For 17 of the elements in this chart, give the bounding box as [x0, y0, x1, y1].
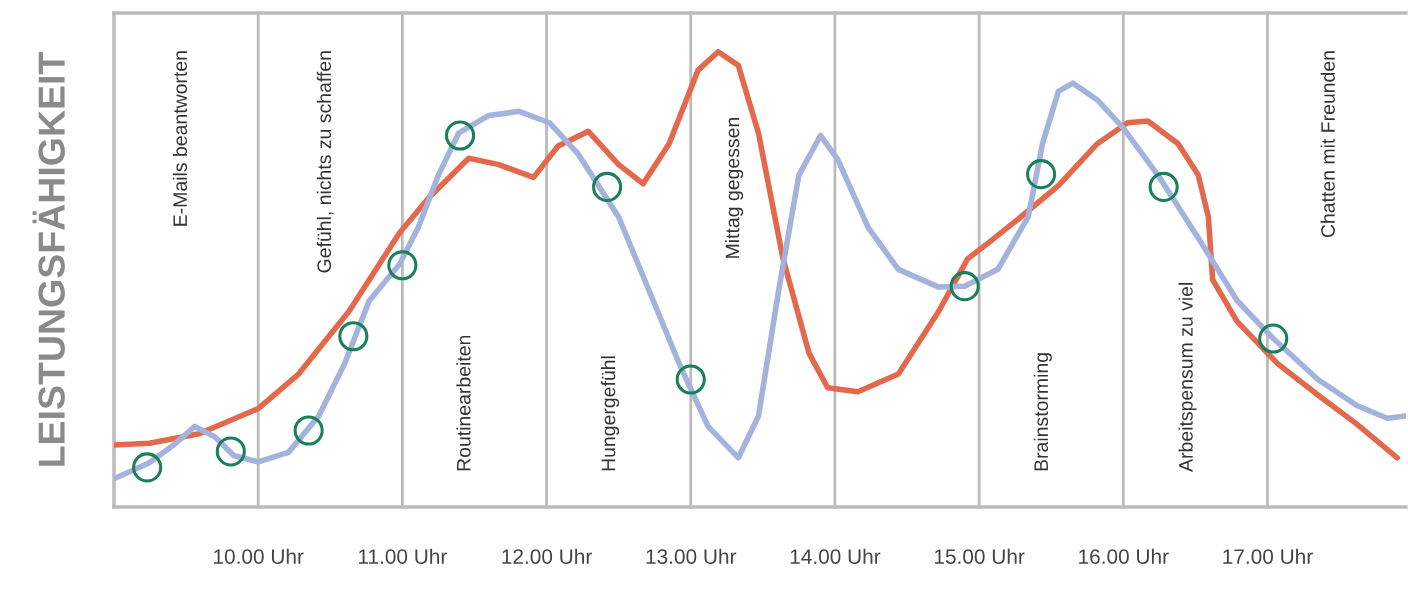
x-tick-label: 14.00 Uhr: [790, 548, 881, 564]
x-tick-label: 16.00 Uhr: [1079, 548, 1169, 564]
annotation: Chatten mit Freunden: [1320, 51, 1335, 238]
y-axis-title: LEISTUNGSFÄHIGKEIT: [32, 52, 65, 466]
annotation: Arbeitspensum zu viel: [1178, 283, 1197, 472]
x-tick-label: 17.00 Uhr: [1223, 548, 1313, 564]
annotation: Brainstorming: [1033, 353, 1052, 471]
annotation: Mittag gegessen: [725, 117, 744, 258]
x-tick-label: 15.00 Uhr: [934, 548, 1025, 564]
annotation: Hungergefühl: [601, 356, 620, 471]
x-tick-label: 13.00 Uhr: [646, 548, 737, 564]
annotation: E-Mails beantworten: [172, 51, 188, 226]
x-tick-label: 12.00 Uhr: [502, 548, 592, 564]
x-tick-label: 11.00 Uhr: [358, 548, 447, 564]
x-tick-label: 10.00 Uhr: [214, 548, 304, 564]
annotation: Routinearbeiten: [456, 335, 471, 471]
annotation: Gefühl, nichts zu schaffen: [316, 51, 334, 273]
